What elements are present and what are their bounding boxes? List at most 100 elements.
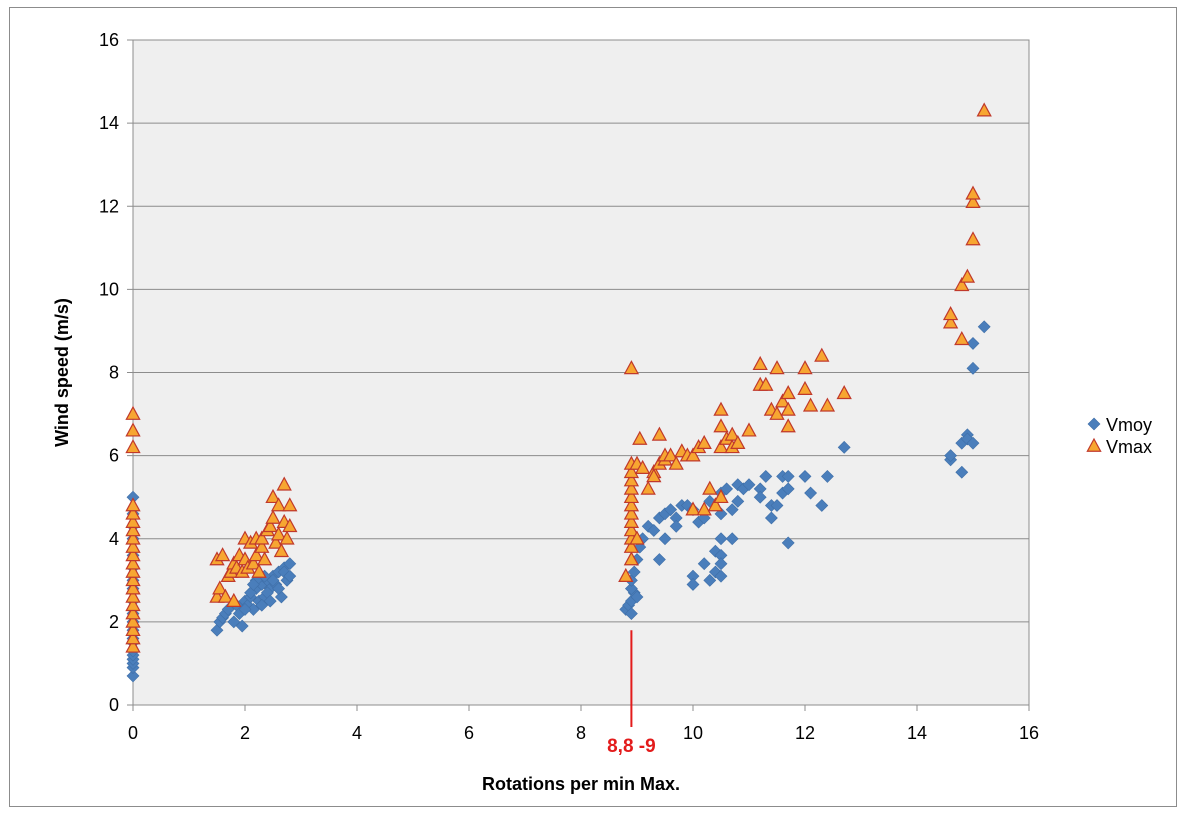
data-point-vmax	[623, 551, 640, 566]
data-point-vmax	[125, 638, 141, 653]
data-point-vmax	[780, 385, 796, 400]
y-axis-title: Wind speed (m/s)	[52, 298, 72, 447]
data-point-vmax	[125, 580, 141, 595]
data-point-vmax	[741, 422, 757, 437]
data-point-vmax	[780, 401, 796, 416]
data-point-vmoy	[283, 557, 297, 571]
x-tick-label: 14	[907, 723, 927, 743]
data-point-vmax	[125, 497, 141, 512]
data-point-vmax	[623, 522, 640, 537]
data-point-vmax	[797, 380, 813, 395]
data-point-vmax	[707, 497, 724, 512]
data-point-vmax	[125, 613, 141, 628]
data-point-vmoy	[624, 607, 638, 620]
data-point-vmoy	[764, 511, 778, 525]
data-point-vmoy	[714, 569, 728, 583]
data-point-vmax	[954, 276, 970, 292]
data-point-vmax	[125, 422, 141, 437]
data-point-vmoy	[781, 536, 795, 550]
data-point-vmax	[214, 547, 231, 562]
data-point-vmax	[125, 621, 141, 637]
data-point-vmoy	[227, 615, 241, 629]
x-axis-title: Rotations per min Max.	[482, 774, 680, 794]
data-point-vmoy	[966, 436, 980, 450]
data-point-vmax	[256, 551, 273, 566]
data-point-vmax	[814, 347, 830, 362]
x-tick-label: 12	[795, 723, 815, 743]
x-tick-labels: 0 2 4 6 8 10 12 14 16	[128, 723, 1039, 743]
data-point-vmax	[819, 397, 836, 412]
data-point-vmax	[668, 455, 684, 470]
data-point-vmoy	[238, 602, 252, 616]
data-point-vmax	[268, 534, 284, 549]
data-point-vmoy	[669, 519, 683, 533]
data-point-vmax	[251, 563, 267, 578]
data-point-vmoy	[686, 578, 700, 591]
data-point-vmoy	[820, 469, 834, 483]
data-point-vmax	[646, 468, 662, 483]
data-point-vmoy	[283, 569, 297, 583]
data-point-vmax	[713, 488, 729, 504]
data-point-vmax	[273, 542, 290, 558]
data-point-vmoy	[263, 594, 277, 608]
data-point-vmoy	[955, 465, 969, 479]
data-point-vmax	[965, 193, 981, 208]
data-point-vmoy	[837, 440, 851, 454]
y-tick-label: 12	[99, 196, 119, 216]
x-tick-label: 2	[240, 723, 250, 743]
data-point-vmoy	[781, 482, 795, 496]
data-point-vmax	[217, 588, 234, 603]
data-point-vmoy	[658, 532, 672, 546]
annotation-label: 8,8 -9	[607, 736, 656, 757]
legend-marker-vmax	[1086, 437, 1102, 452]
data-point-vmax	[270, 526, 287, 541]
data-point-vmax	[696, 501, 712, 516]
data-point-vmax	[623, 513, 640, 528]
data-point-vmax	[125, 522, 141, 537]
data-point-vmoy	[244, 586, 258, 600]
data-point-vmax	[797, 360, 813, 375]
data-point-vmax	[125, 538, 141, 553]
data-point-vmax	[802, 397, 819, 412]
data-point-vmoy	[630, 590, 644, 604]
data-point-vmax	[623, 505, 640, 520]
data-point-vmax	[125, 588, 141, 603]
data-point-vmax	[713, 439, 729, 454]
data-point-vmoy	[725, 532, 739, 546]
y-tick-label: 0	[109, 695, 119, 715]
data-point-vmoy	[798, 469, 812, 483]
data-point-vmax	[629, 530, 645, 545]
data-point-vmax	[623, 480, 640, 495]
data-point-vmax	[685, 501, 701, 516]
data-point-vmoy	[781, 469, 795, 483]
data-point-vmoy	[731, 478, 745, 492]
data-point-vmax	[276, 476, 292, 491]
data-point-vmoy	[753, 490, 767, 504]
data-point-vmax	[125, 596, 141, 612]
data-point-vmoy	[815, 499, 829, 512]
data-point-vmoy	[664, 503, 678, 517]
data-point-vmax	[248, 547, 264, 562]
legend-marker-vmoy	[1087, 417, 1101, 431]
data-point-vmax	[965, 185, 981, 200]
data-point-vmoy	[246, 578, 260, 591]
x-tick-label: 10	[683, 723, 703, 743]
data-point-vmoy	[708, 544, 722, 558]
data-point-vmax	[730, 434, 746, 450]
x-tick-label: 0	[128, 723, 138, 743]
data-point-vmax	[942, 314, 959, 329]
data-point-vmax	[270, 497, 287, 512]
data-point-vmax	[774, 393, 791, 408]
data-point-vmoy	[272, 582, 286, 596]
data-point-vmax	[125, 439, 141, 454]
x-tick-label: 6	[464, 723, 474, 743]
data-point-vmax	[212, 580, 228, 595]
data-point-vmoy	[697, 557, 711, 571]
data-point-vmoy	[255, 598, 269, 612]
data-point-vmax	[959, 268, 976, 283]
gridlines	[127, 39, 1030, 711]
data-point-vmax	[245, 555, 262, 570]
data-point-vmax	[769, 405, 785, 420]
data-point-vmax	[125, 555, 141, 570]
